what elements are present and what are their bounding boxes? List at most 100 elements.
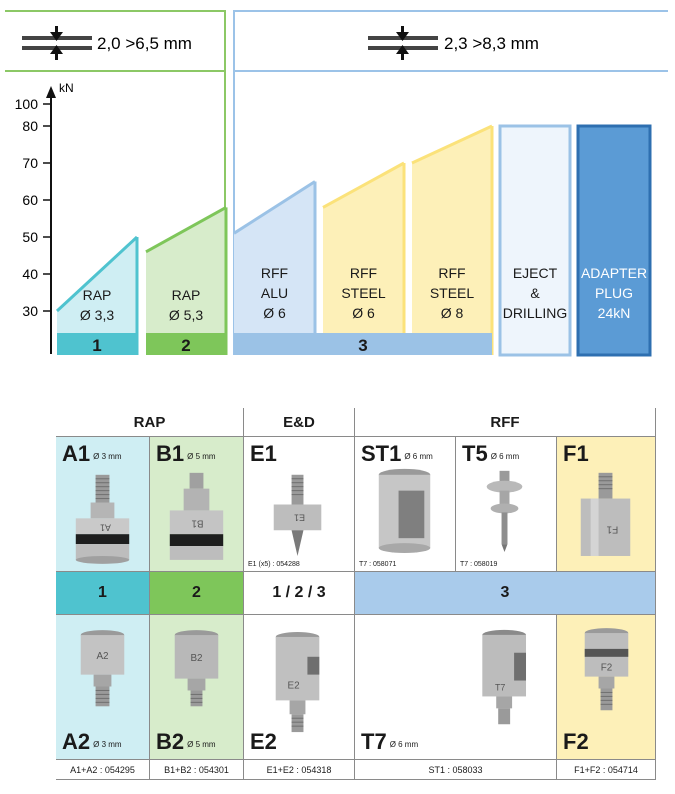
part-number-t5: T7 : 058019 [460, 561, 498, 568]
y-axis-arrow [46, 86, 56, 98]
bar-rff-steel-6 [323, 163, 404, 355]
band-group-all: 1 / 2 / 3 [244, 572, 355, 615]
y-tick-label: 100 [15, 96, 39, 112]
bar-top-edge [322, 161, 405, 209]
bar-label-rff-steel-8: STEEL [430, 285, 475, 301]
group-strip-3 [234, 333, 492, 355]
part-marking-e2: E2 [288, 680, 300, 691]
tool-cell-b1: B1 Ø 5 mm B1 [150, 437, 244, 572]
eject-tool-image-e2: E2 [275, 632, 320, 733]
tool-code-st1: ST1 Ø 6 mm [361, 441, 433, 466]
tool-cell-st1: ST1 Ø 6 mm T7 : 058071 [355, 437, 456, 572]
tool-code-a2: A2 Ø 3 mm [62, 729, 122, 754]
ref-b1-b2: B1+B2 : 054301 [150, 760, 244, 780]
tool-cell-f2: F2 F2 [557, 615, 656, 760]
bar-label-adapter-plug: PLUG [595, 285, 633, 301]
compress-arrows-icon [368, 26, 438, 60]
tool-code-f2: F2 [563, 729, 589, 754]
bar-label-adapter-plug: 24kN [598, 305, 631, 321]
bar-label-eject-drilling: EJECT [513, 265, 558, 281]
bar-rap-3-3 [57, 237, 137, 355]
part-marking-f1: F1 [606, 523, 618, 534]
adapter-tool-image-f2: F2 [584, 628, 629, 711]
tool-code-b1: B1 Ø 5 mm [156, 441, 216, 466]
ref-e1-e2: E1+E2 : 054318 [244, 760, 355, 780]
ref-st1: ST1 : 058033 [355, 760, 557, 780]
small-range-label: 2,0 >6,5 mm [97, 34, 192, 53]
tool-code-e1: E1 [250, 441, 277, 466]
tool-cell-a1: A1 Ø 3 mm A1 [56, 437, 150, 572]
tool-code-a1: A1 Ø 3 mm [62, 441, 122, 466]
band-group-2: 2 [150, 572, 244, 615]
header-rff: RFF [355, 408, 656, 437]
part-number-e1: E1 (x5) : 054288 [248, 561, 300, 568]
bar-label-eject-drilling: & [530, 285, 540, 301]
bar-label-rff-alu-6: ALU [261, 285, 288, 301]
bar-rap-5-3 [146, 207, 226, 355]
y-tick-label: 40 [22, 266, 38, 282]
bar-label-rap-5-3: RAP [172, 287, 201, 303]
bar-label-rff-alu-6: RFF [261, 265, 288, 281]
tool-code-e2: E2 [250, 729, 277, 754]
part-marking-e1: E1 [294, 512, 305, 522]
bar-top-edge [145, 206, 227, 254]
part-marking-a2: A2 [96, 651, 108, 662]
compress-arrows-icon [22, 26, 92, 60]
y-tick-label: 60 [22, 192, 38, 208]
rivet-tool-image-b1: B1 [169, 472, 224, 560]
bar-label-rff-steel-8: Ø 8 [441, 305, 464, 321]
y-tick-label: 80 [22, 118, 38, 134]
y-axis-label: kN [59, 81, 74, 95]
eject-tool-image-e1: E1 [273, 474, 322, 557]
part-marking-t7: T7 [495, 682, 505, 692]
bar-label-rff-steel-8: RFF [438, 265, 465, 281]
bar-rff-steel-8 [412, 126, 492, 355]
group-strip-2 [146, 333, 226, 355]
tool-code-b2: B2 Ø 5 mm [156, 729, 216, 754]
y-tick-label: 30 [22, 303, 38, 319]
adapter-tool-image-f1: F1 [580, 472, 631, 556]
ref-a1-a2: A1+A2 : 054295 [56, 760, 150, 780]
header-ed: E&D [244, 408, 355, 437]
group-label-2: 2 [181, 336, 190, 355]
band-group-3: 3 [355, 572, 656, 615]
part-marking-b2: B2 [190, 653, 202, 664]
tool-code-t5: T5 Ø 6 mm [462, 441, 520, 466]
y-tick-label: 70 [22, 155, 38, 171]
tool-cell-e2: E2 E2 [244, 615, 355, 760]
tool-cell-a2: A2 A2 Ø 3 mm [56, 615, 150, 760]
bar-eject-drilling [498, 124, 572, 357]
sleeve-tool-image-st1 [378, 468, 431, 554]
bar-adapter-plug [576, 124, 652, 357]
group-strip-1 [57, 333, 137, 355]
bar-label-eject-drilling: DRILLING [503, 305, 568, 321]
bar-label-rff-steel-6: RFF [350, 265, 377, 281]
tool-code-t7: T7 Ø 6 mm [361, 729, 419, 754]
bar-label-rff-alu-6: Ø 6 [263, 305, 286, 321]
bar-label-rff-steel-6: STEEL [341, 285, 386, 301]
bar-label-adapter-plug: ADAPTER [581, 265, 647, 281]
part-marking-b1: B1 [191, 517, 204, 528]
bar-top-edge [411, 124, 493, 165]
bar-top-edge [233, 180, 316, 235]
mandrel-tool-image-t5 [486, 470, 523, 553]
rivet-tool-image-a1: A1 [75, 474, 130, 564]
part-marking-f2: F2 [601, 663, 613, 674]
tool-cell-t7: T7 T7 Ø 6 mm [355, 615, 557, 760]
part-marking-a1: A1 [100, 522, 111, 532]
tool-cell-f1: F1 F1 [557, 437, 656, 572]
part-number-st1: T7 : 058071 [359, 561, 397, 568]
tool-cell-b2: B2 B2 Ø 5 mm [150, 615, 244, 760]
rivet-tool-image-a2: A2 [80, 630, 125, 707]
bar-label-rff-steel-6: Ø 6 [352, 305, 375, 321]
bar-label-rap-3-3: Ø 3,3 [80, 307, 114, 323]
group-label-3: 3 [358, 336, 367, 355]
bar-top-edge [55, 235, 139, 313]
tool-cell-e1: E1 E1 E1 (x5) : 054288 [244, 437, 355, 572]
large-range-label: 2,3 >8,3 mm [444, 34, 539, 53]
ref-f1-f2: F1+F2 : 054714 [557, 760, 656, 780]
bar-rff-alu-6 [234, 181, 315, 355]
rivet-tool-image-b2: B2 [174, 630, 219, 707]
sleeve-tool-image-t7: T7 [482, 629, 527, 725]
tool-cell-t5: T5 Ø 6 mm T7 : 058019 [456, 437, 557, 572]
